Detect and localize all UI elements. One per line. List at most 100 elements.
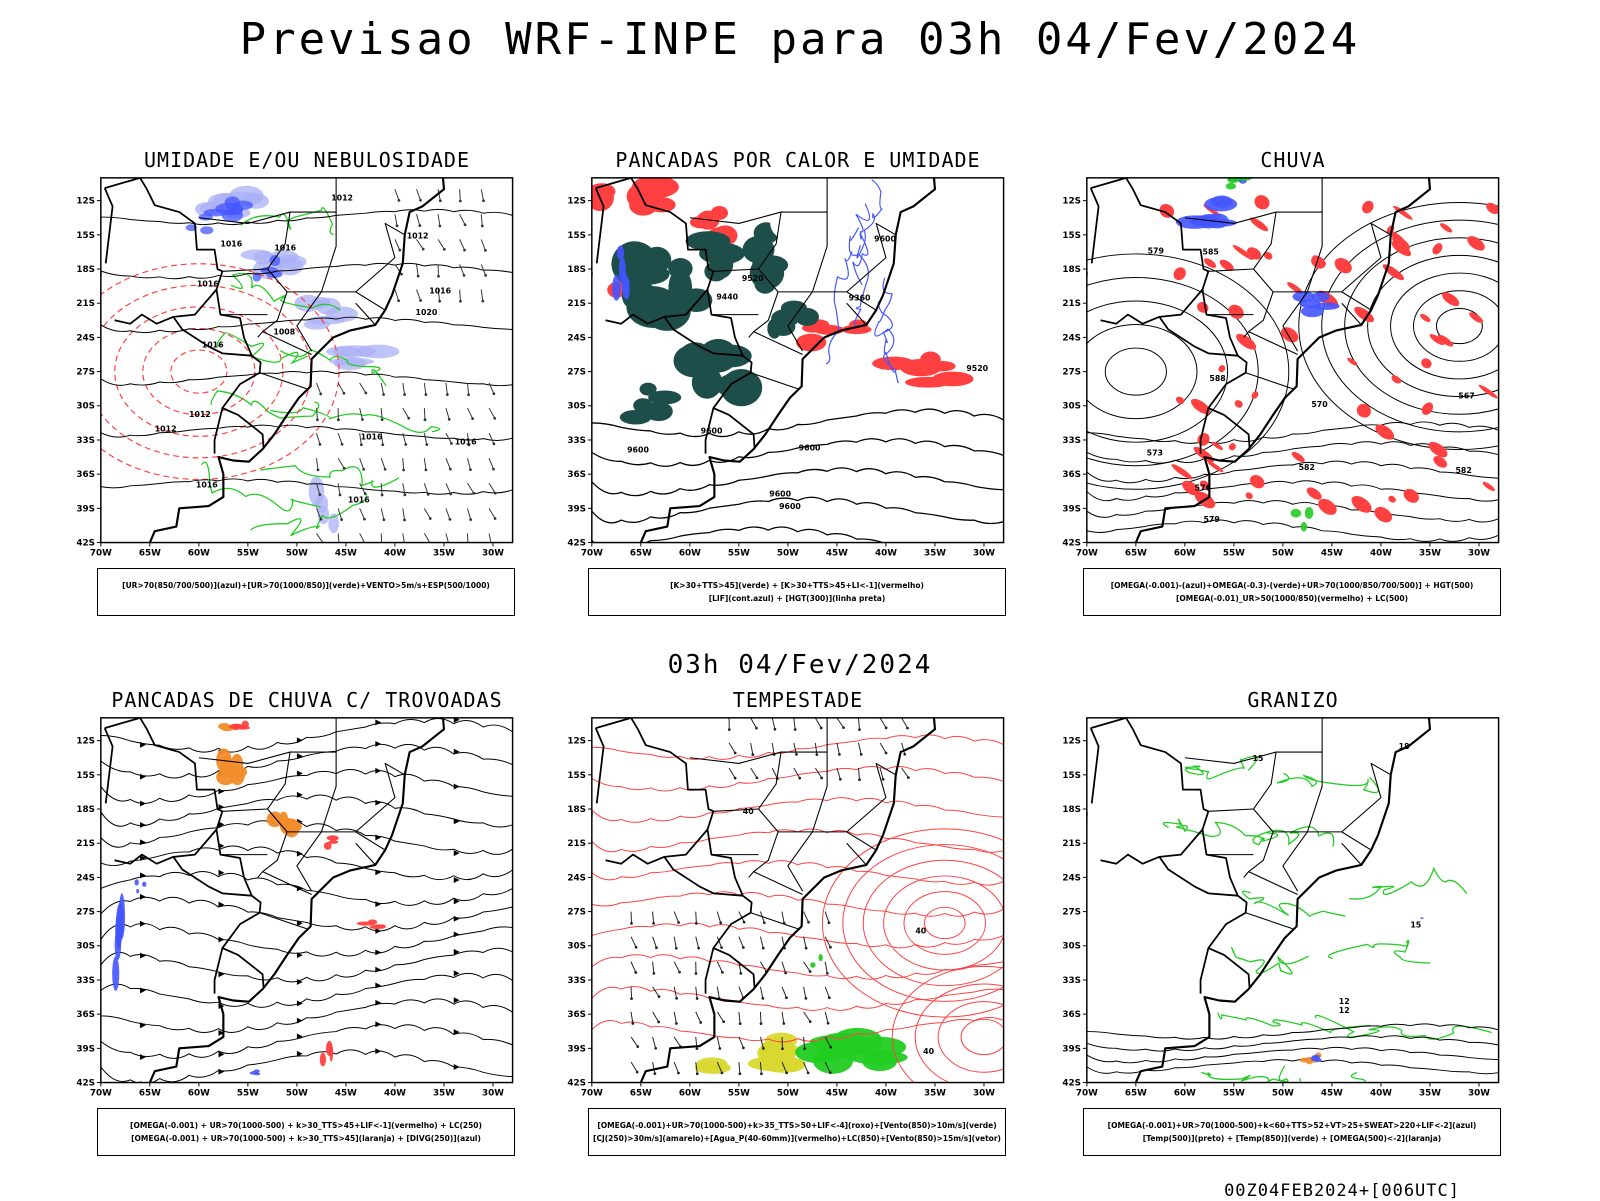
wind-vector-head bbox=[403, 519, 406, 522]
lat-tick-label: 12S bbox=[567, 197, 586, 207]
wind-vector-head bbox=[493, 417, 496, 420]
wind-vector-head bbox=[364, 392, 367, 395]
contour-label: 1016 bbox=[429, 287, 451, 296]
wind-vector-head bbox=[484, 249, 487, 252]
lon-tick-label: 35W bbox=[433, 548, 455, 558]
wind-vector-head bbox=[718, 1047, 721, 1050]
wind-vector-head bbox=[320, 518, 323, 521]
contour-label: 9600 bbox=[799, 443, 821, 452]
contour-label: 15 bbox=[1253, 754, 1264, 763]
wind-vector-head bbox=[403, 544, 406, 547]
panel-title: CHUVA bbox=[1083, 148, 1503, 172]
wind-vector-head bbox=[756, 777, 759, 780]
lon-tick-label: 45W bbox=[335, 1088, 357, 1098]
wind-vector bbox=[424, 408, 425, 420]
lat-tick-label: 21S bbox=[567, 839, 586, 849]
wind-vector-head bbox=[634, 971, 637, 974]
wind-vector-head bbox=[481, 300, 484, 303]
hail-area bbox=[1420, 917, 1423, 919]
contour-label: 585 bbox=[1203, 247, 1219, 256]
wind-vector-head bbox=[734, 752, 737, 755]
wind-vector-head bbox=[785, 996, 788, 999]
lat-tick-label: 15S bbox=[1062, 231, 1081, 241]
contour-label: 9600 bbox=[769, 489, 791, 498]
wind-vector-head bbox=[438, 300, 441, 303]
wind-vector-head bbox=[636, 1071, 639, 1074]
wind-vector-head bbox=[781, 1047, 784, 1050]
wind-vector-head bbox=[380, 544, 383, 547]
lat-tick-label: 36S bbox=[76, 470, 95, 480]
divergence-area bbox=[254, 1069, 260, 1073]
wind-vector-head bbox=[463, 249, 466, 252]
lon-tick-label: 50W bbox=[777, 1088, 799, 1098]
wind-vector-head bbox=[469, 518, 472, 521]
lat-tick-label: 30S bbox=[1062, 402, 1081, 412]
contour-label: 1016 bbox=[348, 495, 370, 504]
omega-strong-area bbox=[1291, 509, 1302, 518]
lon-tick-label: 55W bbox=[1223, 548, 1245, 558]
map-background bbox=[1087, 718, 1499, 1083]
wind-vector-head bbox=[803, 1047, 806, 1050]
lon-tick-label: 40W bbox=[384, 548, 406, 558]
contour-label: 9600 bbox=[701, 427, 723, 436]
wind-vector-head bbox=[739, 1072, 742, 1075]
heat-shower-area bbox=[796, 334, 826, 352]
lon-tick-label: 65W bbox=[139, 548, 161, 558]
wind-vector-head bbox=[760, 1022, 763, 1025]
lon-tick-label: 70W bbox=[90, 548, 112, 558]
wind-vector-head bbox=[449, 468, 452, 471]
wind-vector-head bbox=[360, 443, 363, 446]
wind-vector-head bbox=[396, 225, 399, 228]
lif-area bbox=[617, 246, 624, 260]
wind-vector-head bbox=[398, 249, 401, 252]
wind-vector-head bbox=[493, 442, 496, 445]
wind-vector-head bbox=[657, 1021, 660, 1024]
lat-tick-label: 30S bbox=[1062, 942, 1081, 952]
lon-tick-label: 40W bbox=[875, 1088, 897, 1098]
lon-tick-label: 55W bbox=[1223, 1088, 1245, 1098]
lon-tick-label: 40W bbox=[1370, 1088, 1392, 1098]
lon-tick-label: 60W bbox=[188, 1088, 210, 1098]
lat-tick-label: 27S bbox=[567, 908, 586, 918]
wind-vector-head bbox=[338, 544, 341, 547]
contour-label: 576 bbox=[1195, 484, 1212, 493]
contour-label: 9600 bbox=[627, 445, 649, 454]
lon-tick-label: 60W bbox=[679, 1088, 701, 1098]
wind-vector-head bbox=[675, 997, 678, 1000]
wind-vector bbox=[467, 533, 468, 545]
wind-vector-head bbox=[424, 418, 427, 421]
lat-tick-label: 15S bbox=[567, 231, 586, 241]
legend-box: [OMEGA(-0.001)+UR>70(1000-500)+k>35_TTS>… bbox=[588, 1108, 1006, 1156]
wind-vector bbox=[760, 1012, 761, 1024]
wind-vector-head bbox=[742, 946, 745, 949]
lon-tick-label: 45W bbox=[1321, 1088, 1343, 1098]
lat-tick-label: 21S bbox=[76, 299, 95, 309]
wind-vector-head bbox=[742, 1046, 745, 1049]
heat-shower-area bbox=[932, 372, 973, 387]
lon-tick-label: 50W bbox=[777, 548, 799, 558]
contour-label: 40 bbox=[923, 1047, 934, 1056]
wind-vector-head bbox=[419, 199, 422, 202]
wind-vector-head bbox=[805, 997, 808, 1000]
legend-line: [OMEGA(-0.001)+UR>70(1000-500)+k>35_TTS>… bbox=[589, 1119, 1005, 1132]
lon-tick-label: 45W bbox=[826, 548, 848, 558]
omega-strong-area bbox=[1301, 522, 1307, 532]
lon-tick-label: 55W bbox=[237, 1088, 259, 1098]
thunderstorm-area bbox=[326, 1041, 333, 1056]
lon-tick-label: 45W bbox=[826, 1088, 848, 1098]
contour-label: 1016 bbox=[220, 239, 242, 248]
lat-tick-label: 42S bbox=[567, 1078, 586, 1088]
lon-tick-label: 50W bbox=[286, 548, 308, 558]
wind-vector-head bbox=[469, 468, 472, 471]
lat-tick-label: 33S bbox=[76, 436, 95, 446]
divergence-area bbox=[116, 904, 123, 942]
contour-label: 1012 bbox=[155, 425, 177, 434]
heat-shower-area bbox=[711, 206, 728, 220]
wind-vector-head bbox=[828, 996, 831, 999]
lat-tick-label: 42S bbox=[76, 538, 95, 548]
jet-area bbox=[696, 1057, 727, 1071]
lon-tick-label: 30W bbox=[482, 548, 504, 558]
lat-tick-label: 15S bbox=[76, 771, 95, 781]
contour-label: 12 bbox=[1339, 1006, 1350, 1015]
humidity-area bbox=[309, 476, 324, 506]
